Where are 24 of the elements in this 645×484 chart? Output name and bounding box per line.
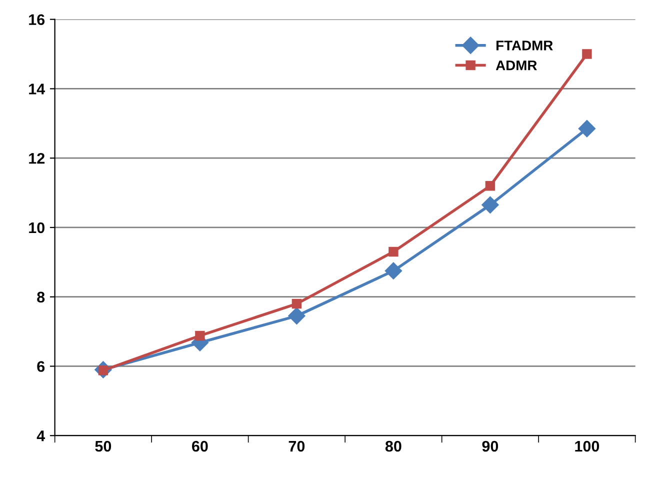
x-tick-label: 60 bbox=[192, 440, 208, 452]
x-tick-label: 90 bbox=[482, 440, 498, 452]
x-tick-label: 50 bbox=[95, 440, 112, 452]
point bbox=[388, 246, 398, 257]
y-tick-label: 16 bbox=[29, 14, 45, 26]
point bbox=[292, 298, 302, 309]
point bbox=[482, 196, 499, 214]
point bbox=[582, 49, 592, 59]
y-tick-label: 12 bbox=[29, 152, 44, 164]
legend-label: FTADMR bbox=[496, 40, 553, 50]
x-tick-label: 80 bbox=[385, 440, 402, 452]
point bbox=[384, 262, 402, 280]
point bbox=[288, 307, 306, 324]
x-tick-label: 70 bbox=[288, 440, 305, 452]
legend-label: ADMR bbox=[496, 60, 537, 70]
y-tick-label: 10 bbox=[29, 222, 44, 234]
point bbox=[485, 180, 496, 191]
point bbox=[195, 330, 205, 341]
point bbox=[578, 120, 596, 138]
y-tick-label: 6 bbox=[37, 361, 45, 372]
x-tick-label: 100 bbox=[575, 440, 600, 452]
y-tick-label: 4 bbox=[36, 430, 46, 442]
y-tick-label: 8 bbox=[37, 292, 45, 303]
y-tick-label: 14 bbox=[29, 84, 46, 94]
